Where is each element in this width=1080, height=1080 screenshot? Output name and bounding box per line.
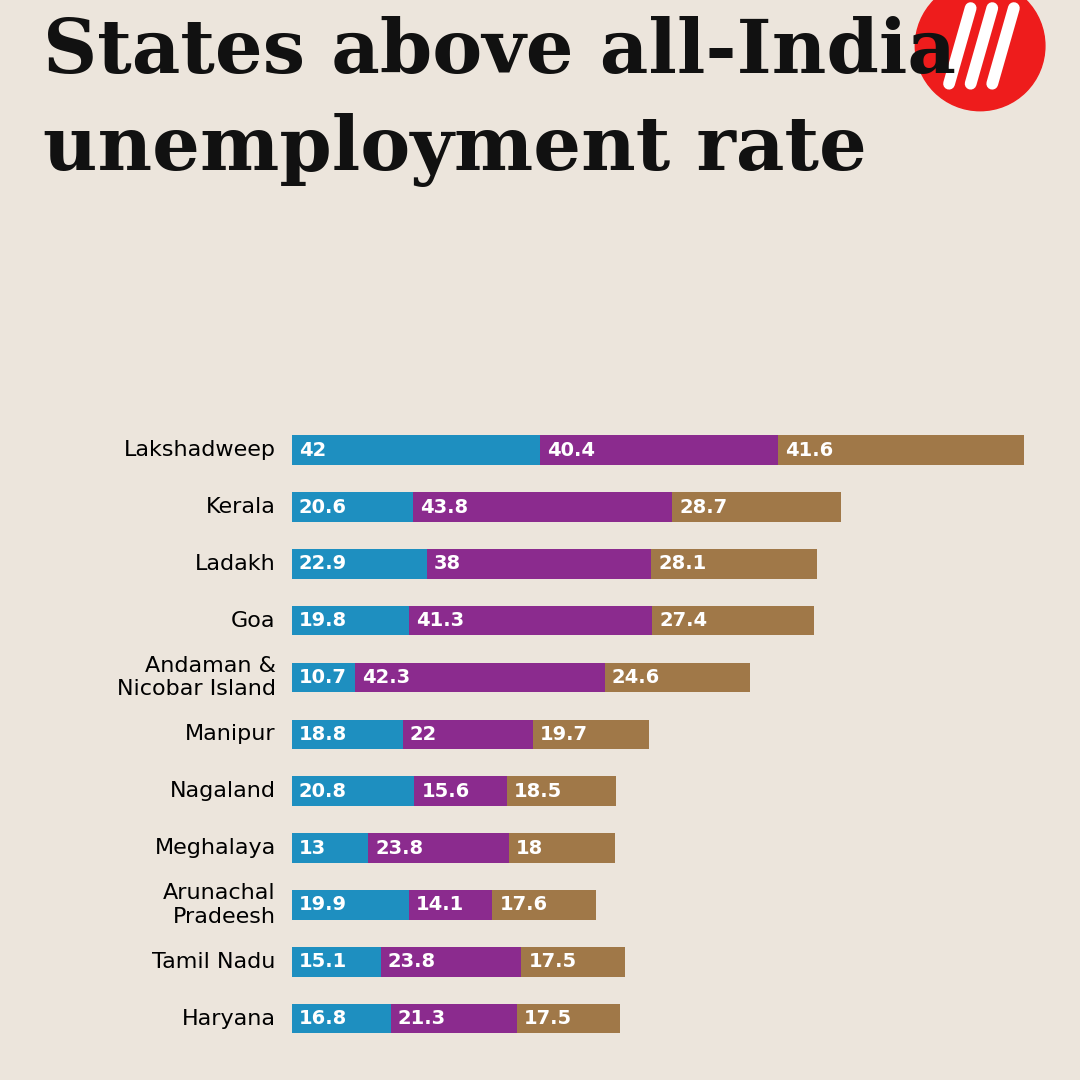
Bar (492, 890, 596, 920)
Bar (605, 663, 750, 692)
Bar (292, 663, 355, 692)
Text: 40.4: 40.4 (546, 441, 595, 460)
Bar (651, 549, 818, 579)
Text: 16.8: 16.8 (299, 1009, 347, 1028)
Bar (516, 1003, 620, 1034)
Bar (292, 492, 414, 522)
Text: 19.7: 19.7 (540, 725, 588, 744)
Bar (652, 606, 814, 635)
Text: unemployment rate: unemployment rate (43, 113, 867, 188)
Text: 17.5: 17.5 (528, 953, 577, 971)
Text: 20.6: 20.6 (299, 498, 347, 516)
Text: 38: 38 (434, 554, 461, 573)
Bar (415, 777, 507, 806)
Bar (540, 435, 779, 465)
Circle shape (916, 0, 1044, 111)
Bar (507, 777, 616, 806)
Bar (292, 606, 408, 635)
Text: 42: 42 (299, 441, 326, 460)
Bar (292, 719, 403, 750)
Text: 42.3: 42.3 (362, 669, 410, 687)
Text: 15.6: 15.6 (421, 782, 470, 800)
Text: States above all-India: States above all-India (43, 16, 956, 90)
Text: 14.1: 14.1 (416, 895, 464, 915)
Bar (355, 663, 605, 692)
Bar (292, 777, 415, 806)
Text: 13: 13 (299, 838, 326, 858)
Bar (427, 549, 651, 579)
Bar (292, 947, 381, 976)
Bar (522, 947, 624, 976)
Text: 23.8: 23.8 (388, 953, 436, 971)
Bar (391, 1003, 516, 1034)
Bar (409, 890, 492, 920)
Text: 20.8: 20.8 (299, 782, 347, 800)
Text: 22.9: 22.9 (299, 554, 347, 573)
Bar (292, 549, 427, 579)
Bar (403, 719, 532, 750)
Text: 19.8: 19.8 (299, 611, 347, 631)
Text: 43.8: 43.8 (420, 498, 469, 516)
Text: 18: 18 (516, 838, 543, 858)
Text: 19.9: 19.9 (299, 895, 347, 915)
Bar (414, 492, 672, 522)
Text: 21.3: 21.3 (397, 1009, 446, 1028)
Text: 22: 22 (409, 725, 437, 744)
Text: 27.4: 27.4 (660, 611, 707, 631)
Text: 18.8: 18.8 (299, 725, 347, 744)
Bar (368, 834, 509, 863)
Bar (292, 834, 368, 863)
Bar (381, 947, 522, 976)
Text: 15.1: 15.1 (299, 953, 347, 971)
Text: 41.3: 41.3 (416, 611, 463, 631)
Text: 23.8: 23.8 (376, 838, 423, 858)
Text: 18.5: 18.5 (514, 782, 562, 800)
Text: 28.7: 28.7 (679, 498, 727, 516)
Bar (672, 492, 841, 522)
Text: 10.7: 10.7 (299, 669, 347, 687)
Text: 24.6: 24.6 (611, 669, 660, 687)
Bar (292, 890, 409, 920)
Text: 41.6: 41.6 (785, 441, 834, 460)
Bar (292, 1003, 391, 1034)
Text: 17.5: 17.5 (524, 1009, 571, 1028)
Text: 28.1: 28.1 (659, 554, 706, 573)
Bar (532, 719, 649, 750)
Bar (292, 435, 540, 465)
Bar (779, 435, 1024, 465)
Bar (408, 606, 652, 635)
Text: 17.6: 17.6 (499, 895, 548, 915)
Bar (509, 834, 616, 863)
